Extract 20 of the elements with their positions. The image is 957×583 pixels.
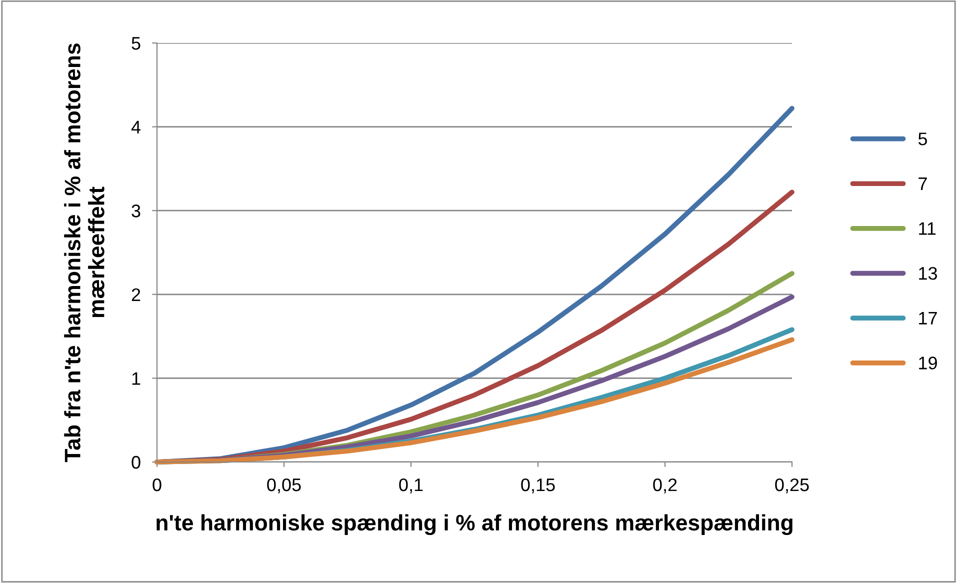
- x-tick-label: 0,1: [399, 478, 423, 494]
- legend-label: 5: [918, 132, 927, 146]
- legend-label: 13: [919, 266, 937, 280]
- x-tick-label: 0,15: [521, 478, 555, 494]
- x-tick-label: 0: [152, 478, 162, 492]
- x-tick-label: 0,2: [653, 478, 677, 494]
- x-tick-label: 0,25: [775, 478, 809, 494]
- legend-label: 7: [918, 178, 927, 190]
- y-tick-label: 5: [132, 37, 140, 50]
- y-tick-label: 1: [132, 372, 140, 385]
- y-tick-label: 0: [132, 456, 140, 469]
- legend-label: 17: [919, 312, 937, 324]
- legend-label: 11: [919, 222, 936, 235]
- y-tick-label: 4: [131, 120, 140, 134]
- y-tick-label: 2: [132, 288, 140, 301]
- legend-label: 19: [919, 356, 937, 370]
- y-axis-title: Tab fra n'te harmoniske i % af motorens mærkeeffekt: [64, 44, 104, 462]
- x-axis-title: n'te harmoniske spænding i % af motorens mærkespænding: [156, 514, 792, 536]
- y-tick-label: 3: [132, 204, 140, 218]
- x-tick-label: 0,05: [267, 478, 301, 494]
